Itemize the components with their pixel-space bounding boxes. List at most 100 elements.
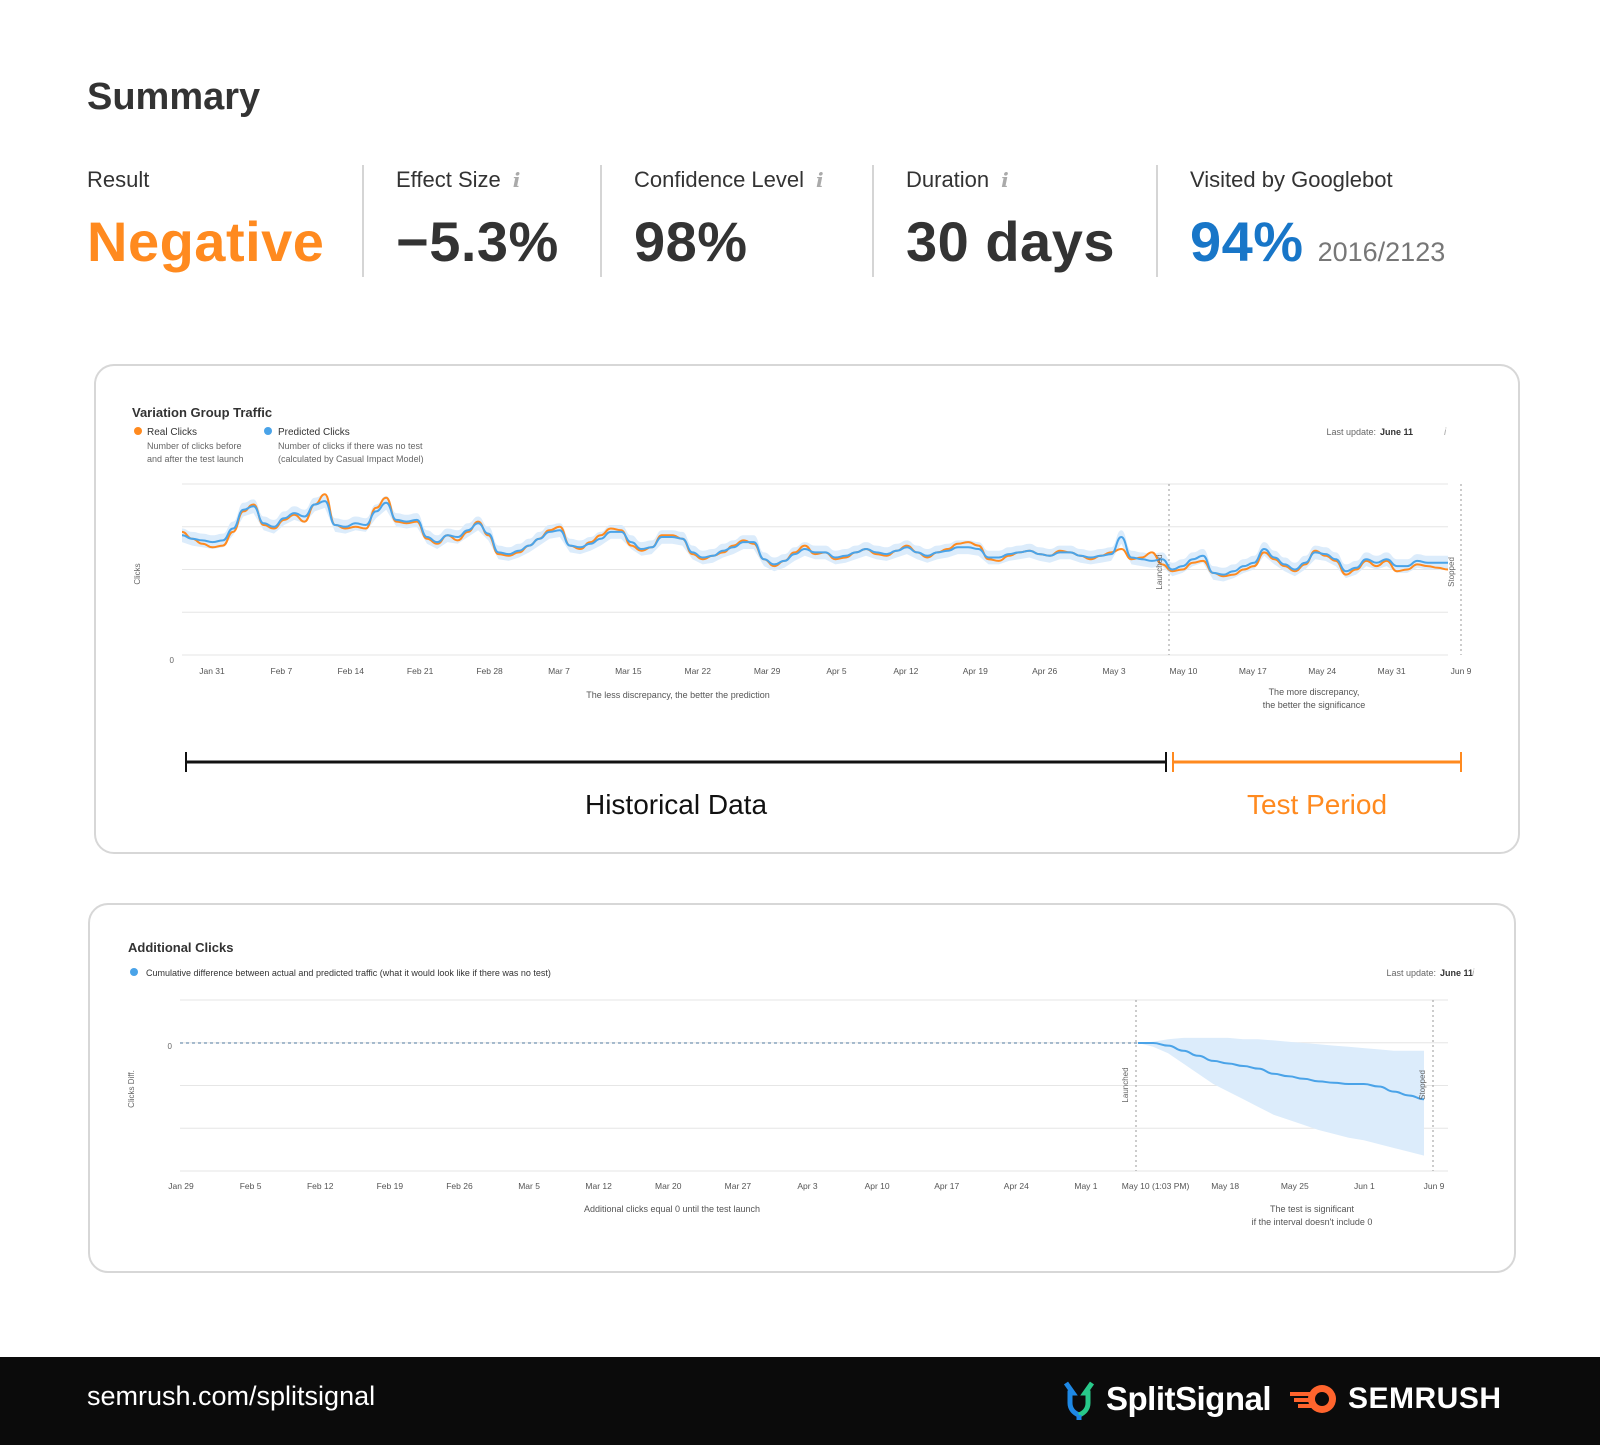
legend-cumulative-name: Cumulative difference between actual and… bbox=[146, 968, 551, 978]
metric-result: Result Negative bbox=[87, 165, 324, 277]
metric-label: Visited by Googlebot bbox=[1190, 167, 1393, 192]
x-tick-label: Feb 21 bbox=[407, 666, 434, 676]
metric-confidence-level: Confidence Level i 98% bbox=[634, 165, 824, 277]
legend-dot-real bbox=[134, 427, 142, 435]
last-update-value: June 11 bbox=[1440, 968, 1473, 978]
y-axis-label: Clicks bbox=[133, 563, 142, 584]
googlebot-count: 2016/2123 bbox=[1317, 237, 1446, 267]
y-tick-label: 0 bbox=[168, 1042, 173, 1051]
x-tick-label: Feb 7 bbox=[271, 666, 293, 676]
test-period-bracket bbox=[1172, 752, 1462, 772]
x-tick-label: Feb 28 bbox=[476, 666, 503, 676]
divider bbox=[872, 165, 874, 277]
legend-predicted-desc: (calculated by Casual Impact Model) bbox=[278, 454, 424, 464]
historical-data-bracket bbox=[185, 752, 1167, 772]
prediction-interval-band bbox=[182, 494, 1448, 582]
x-tick-label: Apr 10 bbox=[865, 1181, 890, 1191]
x-tick-label: Apr 17 bbox=[934, 1181, 959, 1191]
chart-note: if the interval doesn't include 0 bbox=[1252, 1217, 1373, 1227]
chart-note: The test is significant bbox=[1270, 1204, 1355, 1214]
x-tick-label: Jan 31 bbox=[199, 666, 225, 676]
x-tick-label: Jun 1 bbox=[1354, 1181, 1375, 1191]
x-tick-label: Mar 29 bbox=[754, 666, 781, 676]
marker-label: Stopped bbox=[1447, 557, 1456, 587]
x-tick-label: Apr 24 bbox=[1004, 1181, 1029, 1191]
info-icon[interactable]: i bbox=[1444, 427, 1447, 438]
x-tick-label: Mar 5 bbox=[518, 1181, 540, 1191]
last-update-value: June 11 bbox=[1380, 427, 1413, 437]
x-tick-label: Mar 22 bbox=[684, 666, 711, 676]
predicted-clicks-line bbox=[181, 500, 1448, 576]
x-tick-label: Feb 14 bbox=[338, 666, 365, 676]
legend-predicted-desc: Number of clicks if there was no test bbox=[278, 441, 423, 451]
metric-value-confidence: 98% bbox=[634, 210, 748, 273]
x-tick-label: May 24 bbox=[1308, 666, 1336, 676]
x-tick-label: Mar 12 bbox=[585, 1181, 612, 1191]
x-tick-label: Mar 20 bbox=[655, 1181, 682, 1191]
x-tick-label: May 31 bbox=[1378, 666, 1406, 676]
chart-note: The less discrepancy, the better the pre… bbox=[586, 690, 769, 700]
semrush-logo-icon bbox=[1290, 1385, 1336, 1413]
x-tick-label: Jun 9 bbox=[1424, 1181, 1445, 1191]
info-icon[interactable]: i bbox=[512, 168, 521, 192]
chart-note: the better the significance bbox=[1263, 700, 1366, 710]
metric-label: Duration bbox=[906, 167, 990, 192]
variation-traffic-chart: Variation Group Traffic Real Clicks Numb… bbox=[132, 405, 1472, 820]
metric-value-googlebot: 94% 2016/2123 bbox=[1190, 209, 1445, 274]
x-tick-label: May 10 (1:03 PM) bbox=[1122, 1181, 1190, 1191]
y-axis-label: Clicks Diff. bbox=[127, 1070, 136, 1108]
metric-label: Confidence Level bbox=[634, 167, 805, 192]
summary-metrics: Result Negative Effect Size i −5.3% Confi… bbox=[0, 165, 1600, 277]
metric-label: Result bbox=[87, 167, 150, 192]
googlebot-percent: 94% bbox=[1190, 210, 1304, 273]
divider bbox=[600, 165, 602, 277]
metric-label: Effect Size bbox=[396, 167, 501, 192]
x-tick-label: Feb 26 bbox=[446, 1181, 473, 1191]
metric-value-duration: 30 days bbox=[906, 210, 1115, 273]
metric-value-result: Negative bbox=[87, 210, 325, 273]
confidence-interval-band bbox=[1138, 1037, 1424, 1156]
page-title: Summary bbox=[87, 76, 261, 118]
variation-traffic-card: Variation Group Traffic Real Clicks Numb… bbox=[94, 364, 1520, 854]
x-tick-label: Apr 3 bbox=[797, 1181, 818, 1191]
historical-data-label: Historical Data bbox=[585, 789, 767, 820]
x-tick-label: Jun 9 bbox=[1451, 666, 1472, 676]
x-tick-label: May 25 bbox=[1281, 1181, 1309, 1191]
legend-real-name: Real Clicks bbox=[147, 427, 197, 438]
x-tick-label: Mar 7 bbox=[548, 666, 570, 676]
x-tick-label: Apr 5 bbox=[826, 666, 847, 676]
x-tick-label: Mar 27 bbox=[725, 1181, 752, 1191]
last-update-label: Last update: bbox=[1326, 427, 1376, 437]
real-clicks-line bbox=[181, 493, 1449, 578]
chart-title: Variation Group Traffic bbox=[132, 405, 272, 420]
metric-duration: Duration i 30 days bbox=[906, 165, 1115, 277]
additional-clicks-chart: Additional Clicks Cumulative difference … bbox=[127, 940, 1475, 1227]
info-icon[interactable]: i bbox=[1001, 168, 1009, 192]
divider bbox=[1156, 165, 1158, 277]
info-icon[interactable]: i bbox=[816, 168, 824, 192]
additional-clicks-card: Additional Clicks Cumulative difference … bbox=[88, 903, 1516, 1273]
x-tick-label: May 3 bbox=[1102, 666, 1125, 676]
metric-googlebot: Visited by Googlebot 94% 2016/2123 bbox=[1190, 165, 1445, 277]
footer: semrush.com/splitsignal SplitSignal SEMR… bbox=[0, 1357, 1600, 1445]
x-tick-label: Apr 12 bbox=[893, 666, 918, 676]
x-tick-label: Feb 5 bbox=[240, 1181, 262, 1191]
info-icon[interactable]: i bbox=[1472, 968, 1475, 979]
x-tick-label: Feb 19 bbox=[377, 1181, 404, 1191]
splitsignal-brand: SplitSignal bbox=[1060, 1371, 1272, 1427]
chart-title: Additional Clicks bbox=[128, 940, 233, 955]
x-tick-label: May 1 bbox=[1074, 1181, 1097, 1191]
x-tick-label: Feb 12 bbox=[307, 1181, 334, 1191]
metric-value-effect-size: −5.3% bbox=[396, 210, 559, 273]
splitsignal-name: SplitSignal bbox=[1106, 1380, 1272, 1417]
x-tick-label: Apr 19 bbox=[963, 666, 988, 676]
x-tick-label: Apr 26 bbox=[1032, 666, 1057, 676]
semrush-name: SEMRUSH bbox=[1348, 1382, 1502, 1415]
chart-note: Additional clicks equal 0 until the test… bbox=[584, 1204, 760, 1214]
x-tick-label: May 18 bbox=[1211, 1181, 1239, 1191]
x-tick-label: Jan 29 bbox=[168, 1181, 194, 1191]
marker-label: Stopped bbox=[1418, 1070, 1427, 1100]
footer-link[interactable]: semrush.com/splitsignal bbox=[87, 1381, 376, 1411]
marker-label: Launched bbox=[1155, 554, 1164, 589]
x-tick-label: Mar 15 bbox=[615, 666, 642, 676]
